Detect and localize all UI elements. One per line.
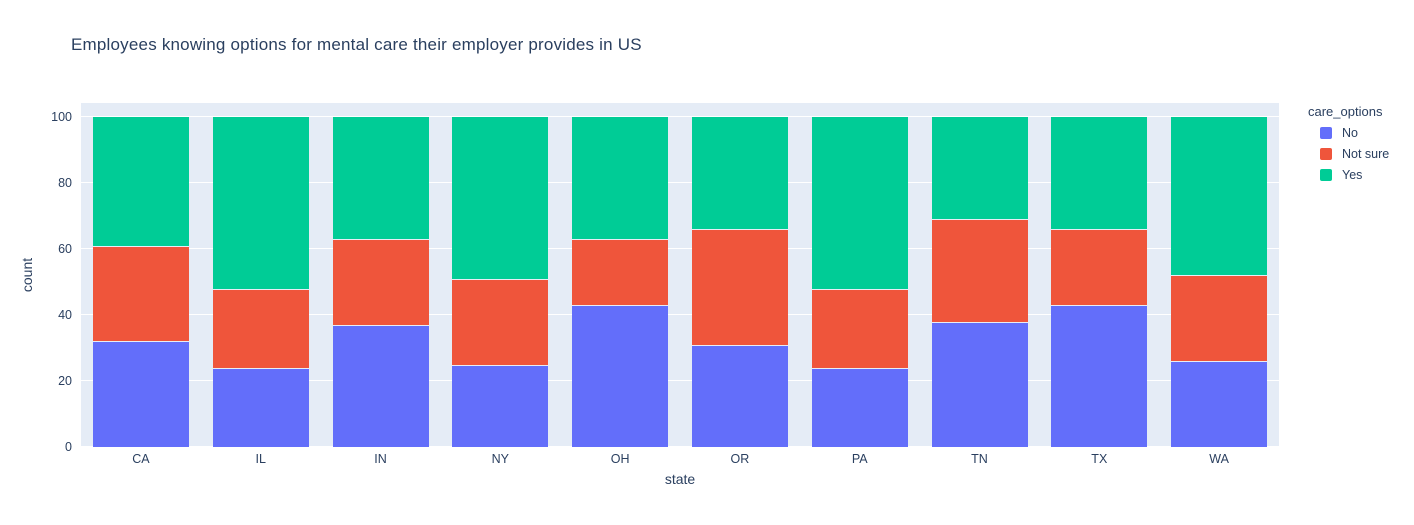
x-tick-label-TX: TX	[1091, 452, 1108, 466]
bar-segment-PA-yes[interactable]	[811, 117, 908, 289]
bar-segment-NY-yes[interactable]	[452, 117, 549, 279]
bar-segment-IN-not-sure[interactable]	[332, 239, 429, 325]
bar-WA	[1171, 117, 1268, 447]
legend-item-label: Yes	[1342, 168, 1363, 182]
y-tick-label-100: 100	[51, 110, 72, 124]
legend: care_options No Not sure Yes	[1300, 104, 1389, 189]
gridline-y-0	[81, 446, 1279, 447]
legend-item-label: No	[1342, 126, 1358, 140]
x-tick-label-TN: TN	[971, 452, 988, 466]
legend-items: No Not sure Yes	[1300, 126, 1389, 182]
y-tick-label-80: 80	[58, 176, 72, 190]
y-axis-title: count	[19, 257, 35, 293]
bar-segment-OR-yes[interactable]	[691, 117, 788, 230]
bar-TN	[931, 117, 1028, 447]
bar-TX	[1051, 117, 1148, 447]
bar-segment-PA-no[interactable]	[811, 367, 908, 447]
y-tick-label-20: 20	[58, 374, 72, 388]
legend-item-no[interactable]: No	[1320, 126, 1389, 140]
legend-swatch-icon	[1320, 148, 1332, 160]
legend-item-not-sure[interactable]: Not sure	[1320, 147, 1389, 161]
bar-segment-OH-no[interactable]	[572, 305, 669, 447]
x-tick-label-IN: IN	[374, 452, 387, 466]
y-tick-label-60: 60	[58, 242, 72, 256]
bar-segment-IN-yes[interactable]	[332, 117, 429, 240]
bar-segment-PA-not-sure[interactable]	[811, 288, 908, 368]
legend-title: care_options	[1308, 104, 1383, 119]
bar-OH	[572, 117, 669, 447]
x-tick-label-PA: PA	[851, 452, 868, 466]
bar-segment-OR-not-sure[interactable]	[691, 229, 788, 345]
x-tick-label-IL: IL	[255, 452, 266, 466]
legend-swatch-icon	[1320, 169, 1332, 181]
bar-segment-TX-yes[interactable]	[1051, 117, 1148, 230]
x-tick-label-OR: OR	[730, 452, 750, 466]
x-tick-label-NY: NY	[491, 452, 509, 466]
y-tick-label-0: 0	[65, 440, 72, 454]
bar-segment-IL-no[interactable]	[212, 367, 309, 447]
bar-segment-TN-yes[interactable]	[931, 117, 1028, 220]
legend-item-label: Not sure	[1342, 147, 1390, 161]
bar-segment-TX-no[interactable]	[1051, 305, 1148, 447]
bar-segment-TN-not-sure[interactable]	[931, 219, 1028, 322]
bar-segment-WA-yes[interactable]	[1171, 117, 1268, 276]
legend-item-yes[interactable]: Yes	[1320, 168, 1389, 182]
bar-PA	[811, 117, 908, 447]
bar-segment-CA-not-sure[interactable]	[92, 245, 189, 342]
bar-segment-NY-no[interactable]	[452, 364, 549, 447]
x-tick-label-OH: OH	[610, 452, 630, 466]
bar-segment-TX-not-sure[interactable]	[1051, 229, 1148, 306]
bar-segment-CA-yes[interactable]	[92, 117, 189, 246]
bar-segment-WA-not-sure[interactable]	[1171, 275, 1268, 362]
gridline-y-80	[81, 182, 1279, 183]
bar-segment-CA-no[interactable]	[92, 341, 189, 447]
x-axis-title: state	[664, 471, 696, 487]
bar-IL	[212, 117, 309, 447]
bar-segment-IL-yes[interactable]	[212, 117, 309, 289]
bar-segment-WA-no[interactable]	[1171, 361, 1268, 447]
y-tick-label-40: 40	[58, 308, 72, 322]
gridline-y-100	[81, 116, 1279, 117]
bar-segment-TN-no[interactable]	[931, 321, 1028, 447]
legend-swatch-icon	[1320, 127, 1332, 139]
x-tick-label-WA: WA	[1209, 452, 1229, 466]
bar-segment-IL-not-sure[interactable]	[212, 288, 309, 368]
gridline-y-40	[81, 314, 1279, 315]
x-tick-label-CA: CA	[132, 452, 150, 466]
gridline-y-60	[81, 248, 1279, 249]
bar-segment-NY-not-sure[interactable]	[452, 278, 549, 365]
gridline-y-20	[81, 380, 1279, 381]
bar-CA	[92, 117, 189, 447]
bar-NY	[452, 117, 549, 447]
bar-segment-OH-yes[interactable]	[572, 117, 669, 240]
bar-IN	[332, 117, 429, 447]
bar-segment-OH-not-sure[interactable]	[572, 239, 669, 306]
bar-segment-IN-no[interactable]	[332, 324, 429, 447]
chart-title: Employees knowing options for mental car…	[71, 35, 642, 54]
bar-OR	[691, 117, 788, 447]
plot-area	[81, 103, 1279, 447]
bar-segment-OR-no[interactable]	[691, 344, 788, 447]
